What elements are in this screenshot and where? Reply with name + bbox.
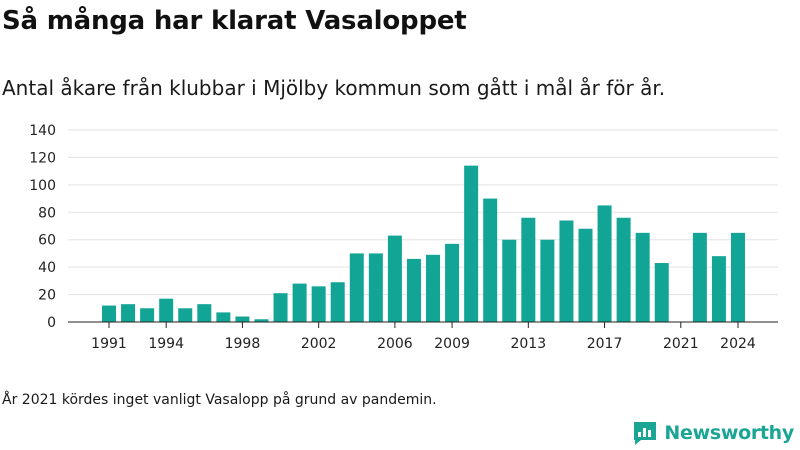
bar <box>616 217 631 322</box>
x-tick-label: 1998 <box>225 336 261 352</box>
bar <box>254 319 269 322</box>
bar <box>730 232 745 322</box>
chart-subtitle: Antal åkare från klubbar i Mjölby kommun… <box>2 76 666 100</box>
x-tick-label: 2006 <box>377 336 413 352</box>
y-tick-label: 140 <box>29 123 56 139</box>
bar <box>502 239 517 322</box>
bar-chart: 0 20 40 60 80 100 120 140 1991 1994 1998 2002 2006 2… <box>29 123 778 352</box>
bar <box>159 298 174 322</box>
y-tick-label: 80 <box>38 205 56 221</box>
bars <box>102 165 745 322</box>
y-tick-label: 100 <box>29 178 56 194</box>
x-tick-label: 1991 <box>91 336 127 352</box>
y-tick-label: 120 <box>29 150 56 166</box>
x-tick-label: 2013 <box>510 336 546 352</box>
y-tick-label: 60 <box>38 233 56 249</box>
bar <box>445 243 460 322</box>
bar <box>368 253 383 322</box>
bar <box>464 165 479 322</box>
footnote: År 2021 kördes inget vanligt Vasalopp på… <box>2 392 437 408</box>
bar <box>387 235 402 322</box>
bar <box>121 304 136 322</box>
x-tick-label: 2021 <box>663 336 699 352</box>
bar <box>197 304 212 322</box>
bar <box>426 254 441 322</box>
bar <box>597 205 612 322</box>
bar <box>654 263 669 322</box>
y-tick-label: 0 <box>47 315 56 331</box>
x-tick-label: 2009 <box>434 336 470 352</box>
bar <box>140 308 155 322</box>
bar <box>521 217 536 322</box>
x-tick-label: 2017 <box>587 336 623 352</box>
bar <box>178 308 193 322</box>
bar <box>235 316 250 322</box>
y-tick-label: 20 <box>38 288 56 304</box>
y-axis-tick-labels: 0 20 40 60 80 100 120 140 <box>29 123 56 331</box>
newsworthy-logo-icon <box>634 422 657 445</box>
bar <box>578 228 593 322</box>
bar <box>273 293 288 322</box>
bar <box>216 312 231 322</box>
bar <box>311 286 326 322</box>
x-tick-label: 2024 <box>720 336 756 352</box>
bar <box>483 198 498 322</box>
bar <box>540 239 555 322</box>
bar <box>635 232 650 322</box>
x-tick-label: 1994 <box>148 336 184 352</box>
y-tick-label: 40 <box>38 260 56 276</box>
bar <box>559 220 574 322</box>
chart-title: Så många har klarat Vasaloppet <box>2 6 467 36</box>
x-axis: 1991 1994 1998 2002 2006 2009 2013 2017 2021 2024 <box>68 321 778 352</box>
bar <box>711 256 726 322</box>
bar <box>692 232 707 322</box>
x-tick-label: 2002 <box>301 336 337 352</box>
bar <box>102 305 116 322</box>
brand-name: Newsworthy <box>664 422 794 444</box>
bar <box>330 282 345 322</box>
bar <box>406 258 421 322</box>
gridlines <box>68 129 778 296</box>
bar <box>292 283 307 322</box>
bar <box>349 253 364 322</box>
brand-logo: Newsworthy <box>632 420 794 446</box>
